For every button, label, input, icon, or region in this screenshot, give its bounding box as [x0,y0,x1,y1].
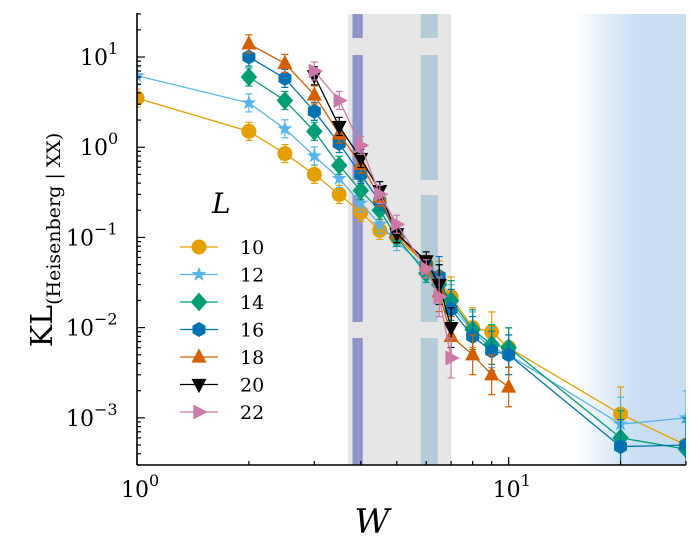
legend-marker [191,378,207,394]
data-point-L14 [306,121,323,141]
legend-item-L20: 20 [180,375,264,397]
data-point-L12 [306,148,322,163]
series-line-L10 [137,97,686,446]
x-tick-label: 101 [493,471,531,503]
y-axis-label: KL(Heisenberg | XX) [25,133,65,347]
legend-item-L14: 14 [180,292,264,314]
legend-label: 12 [240,265,264,287]
legend-item-L12: 12 [180,265,264,287]
data-point-L14 [276,91,294,110]
data-point-L22 [420,261,435,277]
legend-label: 10 [240,237,264,259]
data-point-L10 [277,146,293,162]
data-series [137,34,686,465]
legend: L 10 12 14 16 18 20 22 [180,187,264,424]
legend-label: 22 [240,402,264,424]
data-point-L22 [445,350,460,366]
data-point-L22 [374,186,389,202]
data-point-L10 [306,166,322,182]
data-point-L12 [277,120,293,136]
legend-label: 20 [240,375,264,397]
legend-title: L [211,187,231,220]
axis-ticks: 10−3 10−2 10−1 100 101 100 101 [66,13,687,503]
data-point-L12 [678,409,686,425]
data-point-L18 [484,366,500,381]
svg-text:KL(Heisenberg | XX): KL(Heisenberg | XX) [25,133,65,347]
data-point-L18 [241,35,257,50]
data-point-L16 [502,347,516,363]
data-point-L22 [433,289,448,305]
y-axis-label-main: KL [25,305,60,347]
legend-item-L18: 18 [180,347,264,369]
data-point-L10 [331,186,347,202]
data-point-L10 [137,90,145,106]
purple-dashed-band-gap [351,38,364,55]
legend-marker [191,239,207,255]
data-point-L12 [331,170,347,185]
purple-dashed-band-gap [351,322,364,338]
axis-labels: W KL(Heisenberg | XX) [25,133,393,542]
teal-dashed-band-gap [419,322,439,338]
legend-marker [190,292,208,312]
y-tick-label: 10−1 [66,219,118,251]
y-tick-label: 10−2 [66,310,118,342]
axes-frame [136,13,686,466]
series-L22 [308,61,460,379]
data-point-L22 [308,63,323,79]
data-point-L12 [241,95,257,110]
data-point-L22 [333,92,348,108]
legend-marker [193,404,208,420]
data-point-L12 [353,195,369,210]
data-point-L18 [306,86,322,101]
x-axis-label: W [355,502,393,542]
data-point-L22 [391,216,406,232]
y-tick-label: 10−3 [66,400,118,432]
data-point-L10 [241,123,257,139]
legend-item-L16: 16 [180,320,264,342]
blue-gradient-region [574,14,686,465]
data-point-L16 [679,437,686,453]
data-point-L16 [307,103,321,119]
purple-dashed-band [352,14,363,465]
y-tick-label: 100 [80,129,118,161]
legend-label: 14 [240,292,264,314]
y-axis-label-subscript: (Heisenberg | XX) [43,133,65,305]
data-point-L20 [389,228,405,243]
legend-label: 18 [240,347,264,369]
data-point-L18 [465,346,481,361]
legend-item-L10: 10 [180,237,264,259]
legend-item-L22: 22 [180,402,264,424]
data-point-L18 [277,54,293,70]
data-point-L20 [331,120,347,136]
data-point-L16 [614,439,628,455]
y-tick-label: 101 [80,39,118,71]
teal-dashed-band [420,14,438,465]
shaded-regions [348,14,686,465]
legend-marker [191,348,207,363]
legend-label: 16 [240,320,264,342]
data-point-L14 [330,155,348,175]
x-tick-label: 100 [121,471,159,503]
data-point-L22 [355,137,370,153]
teal-dashed-band-gap [419,38,439,55]
teal-dashed-band-gap [419,180,439,195]
data-point-L12 [372,216,388,231]
legend-marker [191,266,207,281]
legend-marker [192,322,206,337]
data-point-L14 [352,181,370,201]
data-point-L12 [137,67,145,83]
data-point-L18 [501,378,517,393]
data-point-L20 [443,322,459,337]
data-point-L14 [240,67,258,87]
data-point-L16 [278,70,292,86]
